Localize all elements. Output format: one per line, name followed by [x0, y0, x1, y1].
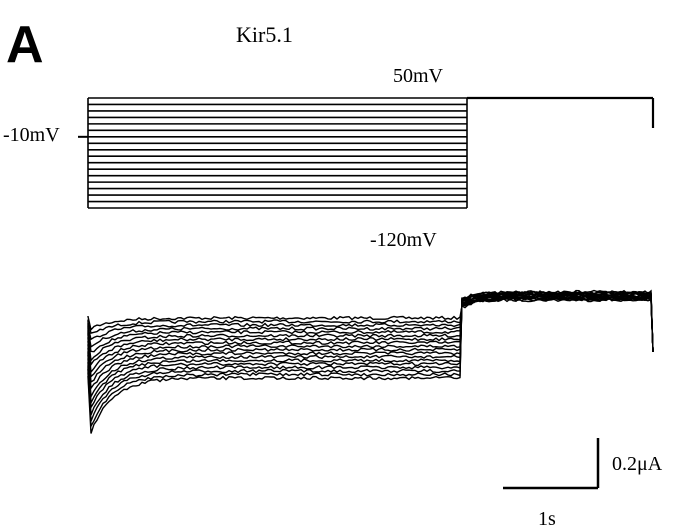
current-trace [87, 289, 654, 434]
label-neg120mV: -120mV [370, 229, 437, 251]
current-trace [87, 294, 654, 367]
scale-bar: 0.2μA 1s [503, 438, 663, 530]
scale-time-label: 1s [538, 508, 556, 530]
label-holding: -10mV [3, 124, 60, 146]
current-trace [87, 290, 654, 429]
current-traces [87, 289, 654, 434]
current-trace [87, 296, 654, 353]
panel-title: Kir5.1 [236, 22, 293, 47]
current-trace [87, 297, 654, 353]
current-trace [87, 292, 654, 406]
label-50mV: 50mV [393, 65, 444, 87]
current-trace [87, 292, 654, 399]
scale-current-label: 0.2μA [612, 453, 663, 475]
voltage-protocol [78, 96, 655, 209]
current-trace [87, 290, 654, 422]
current-trace [87, 292, 654, 391]
panel-letter: A [6, 16, 44, 74]
